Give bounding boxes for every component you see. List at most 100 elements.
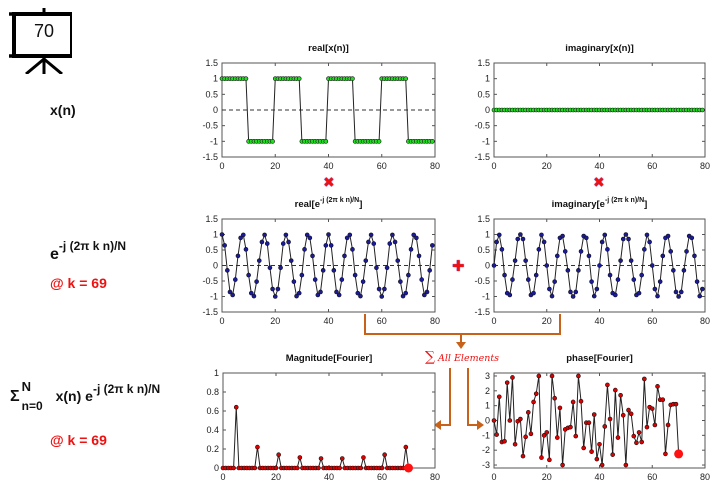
y-tick-label: -0.5 <box>474 276 490 286</box>
data-point <box>283 232 289 238</box>
data-point <box>278 265 283 271</box>
y-tick-label: -0.5 <box>474 121 490 131</box>
y-tick-label: 0 <box>213 105 218 115</box>
y-tick-label: 0 <box>485 261 490 271</box>
data-point <box>238 235 243 241</box>
x-tick-label: 0 <box>219 161 224 171</box>
y-tick-label: 0.5 <box>477 245 490 255</box>
x-tick-label: 0 <box>220 472 225 482</box>
y-tick-label: -1 <box>482 430 490 440</box>
x-tick-label: 80 <box>700 472 710 482</box>
data-point <box>243 76 249 81</box>
data-point <box>403 290 409 296</box>
data-point <box>376 139 382 144</box>
data-point <box>642 247 647 252</box>
data-point <box>652 422 658 428</box>
chart-title: Magnitude[Fourier] <box>286 353 373 364</box>
y-tick-label: -1 <box>482 292 490 302</box>
data-point <box>599 239 605 245</box>
data-point <box>525 277 531 282</box>
data-point <box>326 232 331 237</box>
data-point <box>613 387 618 393</box>
chart-title: imaginary[e-j (2π k n)/N] <box>552 197 648 210</box>
plot-frame <box>493 372 706 469</box>
data-point <box>642 376 647 382</box>
data-point <box>518 232 523 237</box>
data-point <box>615 435 621 440</box>
badge-number: 70 <box>33 21 55 41</box>
data-point <box>591 293 597 299</box>
data-point <box>416 253 422 259</box>
data-point <box>347 232 353 238</box>
x-tick-label: 0 <box>491 161 496 171</box>
x-tick-label: 20 <box>542 161 552 171</box>
sum-annotation-text: All Elements <box>438 353 500 364</box>
y-tick-label: -1 <box>482 136 490 146</box>
data-point <box>294 293 299 299</box>
data-point <box>552 279 557 284</box>
data-point <box>419 277 424 282</box>
y-tick-label: 0 <box>485 105 490 115</box>
data-point <box>613 292 618 298</box>
fourier-sum-label: Σ N n=0 x(n) e-j (2π k n)/N <box>10 379 160 413</box>
data-point <box>628 411 634 417</box>
data-point <box>549 373 555 379</box>
x-tick-label: 20 <box>270 161 280 171</box>
y-tick-label: 1 <box>485 401 490 411</box>
y-tick-label: -3 <box>482 460 490 470</box>
data-point <box>665 233 671 239</box>
data-point <box>660 397 666 403</box>
data-point <box>297 455 303 460</box>
data-point <box>299 272 305 278</box>
data-point <box>382 452 387 458</box>
data-point <box>368 232 374 238</box>
data-point <box>246 272 251 278</box>
y-tick-label: 1 <box>213 230 218 240</box>
data-point <box>382 286 387 292</box>
y-tick-label: -2 <box>482 445 490 455</box>
y-tick-label: -1.5 <box>202 152 218 162</box>
data-point <box>605 382 610 388</box>
data-point <box>557 405 563 411</box>
x-tick-label: 60 <box>647 472 657 482</box>
arrow-head-down <box>456 342 466 349</box>
data-point <box>631 433 637 439</box>
data-point <box>262 232 267 238</box>
data-point <box>355 290 361 296</box>
y-tick-label: 0.2 <box>206 444 219 454</box>
data-point <box>549 293 555 299</box>
chart-title: phase[Fourier] <box>566 353 633 364</box>
data-point <box>536 373 542 379</box>
data-point <box>363 258 369 263</box>
chart-title: real[x(n)] <box>308 43 349 54</box>
data-point <box>547 286 552 292</box>
data-point <box>270 286 275 292</box>
y-tick-label: 1.5 <box>205 58 218 68</box>
data-point <box>584 235 589 241</box>
data-point <box>681 268 687 273</box>
x-tick-label: 80 <box>700 161 710 171</box>
data-point <box>323 243 329 248</box>
data-point <box>663 451 668 457</box>
y-tick-label: -0.5 <box>202 276 218 286</box>
data-point <box>552 395 557 401</box>
y-tick-label: 1 <box>214 368 219 378</box>
data-point <box>533 272 539 278</box>
data-point <box>576 373 581 379</box>
data-point <box>620 236 626 242</box>
data-point <box>430 243 435 248</box>
data-point <box>270 139 275 144</box>
data-point <box>390 232 395 238</box>
y-tick-label: -1.5 <box>202 307 218 317</box>
arrow-to-phase <box>467 368 478 426</box>
title-power: -j (2π k n)/N <box>320 197 359 204</box>
data-point <box>636 430 642 435</box>
data-point <box>573 433 579 439</box>
data-point <box>660 253 666 259</box>
arrow-to-magnitude <box>440 368 451 426</box>
data-point <box>547 457 552 463</box>
k-label-2: @ k = 69 <box>50 432 107 448</box>
sum-upper-bound: N <box>21 379 31 394</box>
data-point <box>510 375 515 380</box>
